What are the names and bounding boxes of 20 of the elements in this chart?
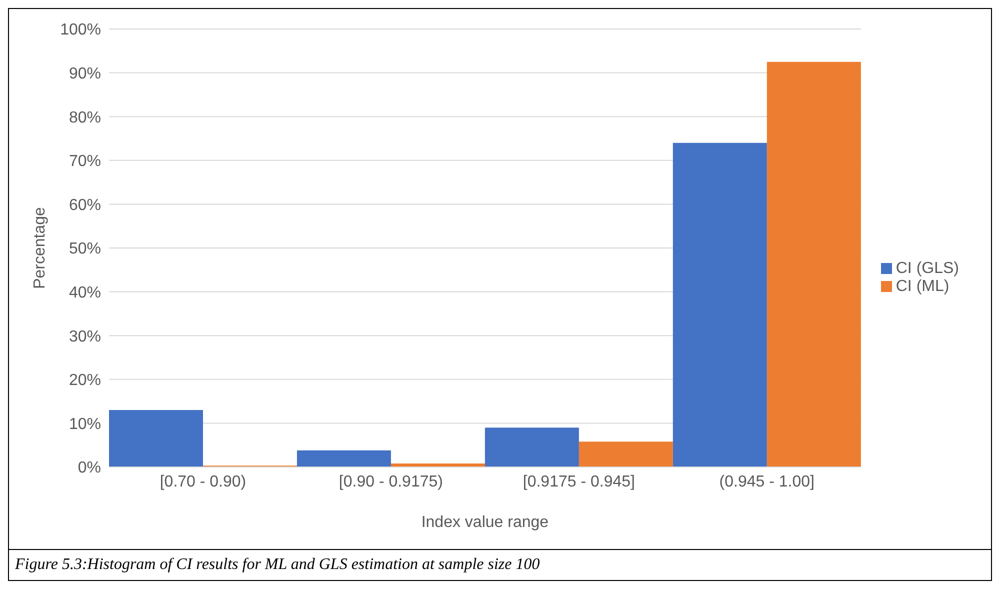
- y-tick-label: 80%: [68, 109, 101, 126]
- y-axis-title: Percentage: [32, 206, 49, 289]
- y-tick-label: 60%: [68, 196, 101, 214]
- legend-label: CI (ML): [896, 278, 950, 295]
- x-tick-label: [0.70 - 0.90): [160, 473, 246, 490]
- y-tick-label: 90%: [68, 65, 101, 82]
- y-tick-label: 40%: [68, 284, 101, 302]
- y-tick-label: 100%: [60, 22, 101, 39]
- y-tick-label: 30%: [68, 328, 101, 346]
- y-tick-label: 20%: [68, 372, 101, 390]
- x-tick-label: (0.945 - 1.00]: [719, 473, 814, 490]
- y-tick-label: 70%: [68, 153, 101, 170]
- y-tick-label: 0%: [78, 460, 101, 477]
- y-tick-label: 50%: [68, 240, 101, 258]
- x-tick-label: [0.90 - 0.9175): [338, 473, 443, 490]
- x-tick-label: [0.9175 - 0.945]: [522, 473, 635, 490]
- y-tick-label: 10%: [68, 416, 101, 433]
- legend-label: CI (GLS): [896, 260, 959, 277]
- x-axis-title: Index value range: [421, 514, 549, 531]
- caption: Figure 5.3:Histogram of CI results for ML and GLS estimation at sample size 100: [8, 550, 992, 581]
